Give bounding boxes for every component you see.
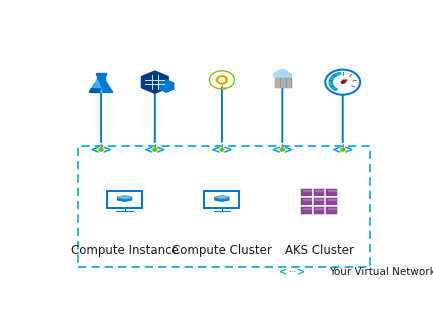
Polygon shape xyxy=(89,80,113,92)
Circle shape xyxy=(216,76,227,84)
Bar xyxy=(315,190,323,191)
Bar xyxy=(281,78,285,88)
FancyBboxPatch shape xyxy=(313,206,326,215)
Text: Compute Cluster: Compute Cluster xyxy=(172,244,272,257)
Bar xyxy=(328,190,336,191)
Polygon shape xyxy=(142,71,168,93)
FancyBboxPatch shape xyxy=(109,192,140,207)
Polygon shape xyxy=(89,89,100,92)
Bar xyxy=(315,199,323,200)
Polygon shape xyxy=(96,74,107,75)
FancyBboxPatch shape xyxy=(325,188,338,197)
Circle shape xyxy=(281,148,284,151)
Bar xyxy=(303,208,311,209)
Bar xyxy=(275,78,279,80)
Polygon shape xyxy=(215,196,229,201)
Circle shape xyxy=(334,76,352,88)
Bar xyxy=(303,190,311,191)
Polygon shape xyxy=(97,74,105,80)
Text: Your Virtual Network: Your Virtual Network xyxy=(329,267,433,277)
Circle shape xyxy=(277,70,288,77)
Bar xyxy=(281,84,284,85)
Bar xyxy=(275,78,279,88)
Circle shape xyxy=(220,78,224,82)
Bar xyxy=(287,86,291,87)
FancyBboxPatch shape xyxy=(300,197,313,206)
FancyBboxPatch shape xyxy=(325,197,338,206)
Circle shape xyxy=(213,74,230,86)
Polygon shape xyxy=(118,196,132,201)
Bar xyxy=(281,86,284,87)
Bar xyxy=(287,80,291,81)
Bar xyxy=(287,78,291,80)
Bar xyxy=(281,80,284,81)
Text: <: < xyxy=(279,267,288,277)
Bar xyxy=(287,84,291,85)
Polygon shape xyxy=(215,196,229,198)
Circle shape xyxy=(220,148,223,151)
Bar xyxy=(303,199,311,200)
FancyBboxPatch shape xyxy=(300,188,313,197)
FancyBboxPatch shape xyxy=(313,197,326,206)
Bar xyxy=(287,82,291,83)
Circle shape xyxy=(342,81,344,83)
Bar xyxy=(286,78,291,88)
Bar xyxy=(275,84,279,85)
FancyBboxPatch shape xyxy=(325,206,338,215)
Bar xyxy=(281,78,284,80)
Bar xyxy=(274,74,291,77)
Bar xyxy=(328,199,336,200)
FancyBboxPatch shape xyxy=(300,206,313,215)
FancyBboxPatch shape xyxy=(107,191,142,208)
FancyBboxPatch shape xyxy=(313,188,326,197)
Text: Compute Instance: Compute Instance xyxy=(71,244,178,257)
FancyBboxPatch shape xyxy=(206,192,238,207)
Circle shape xyxy=(341,148,344,151)
Bar xyxy=(328,208,336,209)
Text: >: > xyxy=(297,267,306,277)
FancyBboxPatch shape xyxy=(204,191,239,208)
Circle shape xyxy=(274,72,283,79)
Polygon shape xyxy=(159,80,174,92)
Bar xyxy=(275,82,279,83)
Circle shape xyxy=(325,69,360,95)
Circle shape xyxy=(153,148,156,151)
Circle shape xyxy=(282,72,291,78)
Polygon shape xyxy=(92,80,103,92)
Bar xyxy=(315,208,323,209)
Bar xyxy=(275,80,279,81)
Polygon shape xyxy=(329,73,343,90)
Text: AKS Cluster: AKS Cluster xyxy=(285,244,354,257)
Polygon shape xyxy=(118,196,132,198)
Bar xyxy=(275,86,279,87)
Circle shape xyxy=(100,148,103,151)
Bar xyxy=(281,82,284,83)
Circle shape xyxy=(278,74,285,78)
Text: ···: ··· xyxy=(288,269,297,275)
